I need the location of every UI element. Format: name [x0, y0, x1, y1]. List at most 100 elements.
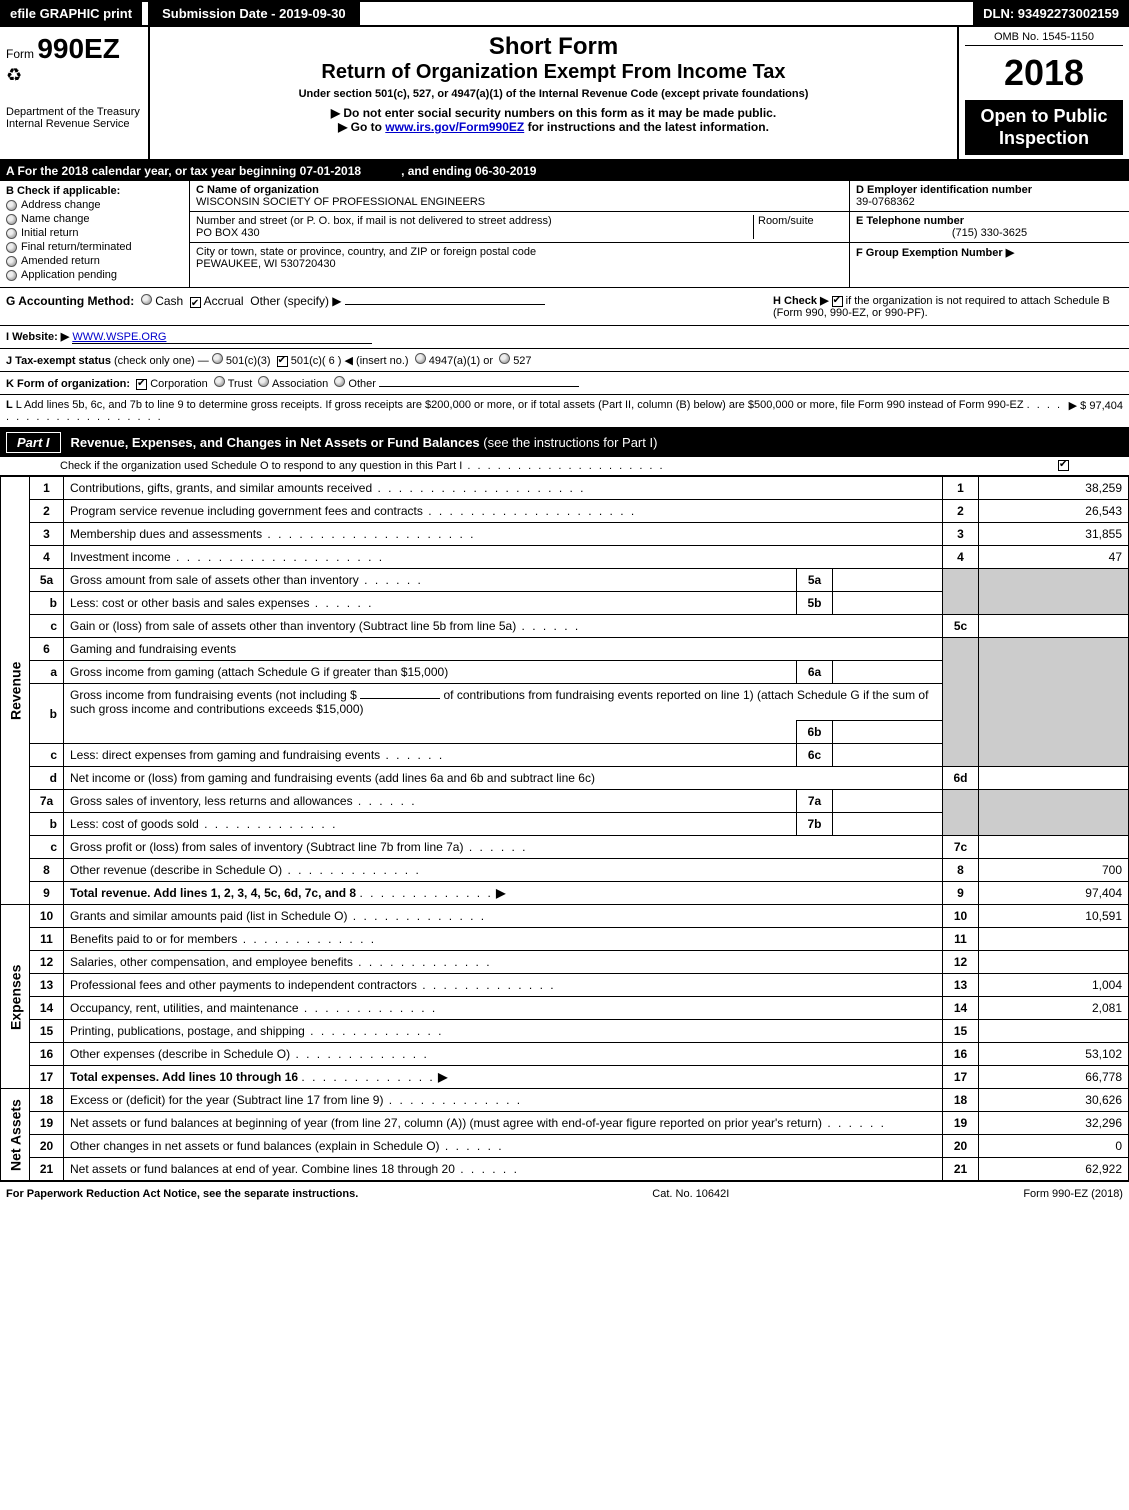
- line-19: 19 Net assets or fund balances at beginn…: [1, 1112, 1129, 1135]
- l5a-mid: 5a: [797, 569, 833, 592]
- website-link[interactable]: WWW.WSPE.ORG: [72, 331, 166, 343]
- radio-trust[interactable]: [214, 376, 225, 387]
- l14-desc: Occupancy, rent, utilities, and maintena…: [64, 997, 943, 1020]
- l3-desc: Membership dues and assessments: [64, 523, 943, 546]
- l9-num: 9: [30, 882, 64, 905]
- l20-desc: Other changes in net assets or fund bala…: [64, 1135, 943, 1158]
- radio-address-change[interactable]: [6, 200, 17, 211]
- l21-val: 62,922: [979, 1158, 1129, 1181]
- l9-desc: Total revenue. Add lines 1, 2, 3, 4, 5c,…: [70, 886, 356, 900]
- l2-rnum: 2: [943, 500, 979, 523]
- l5-shade-val: [979, 569, 1129, 615]
- submission-date: Submission Date - 2019-09-30: [148, 2, 360, 25]
- h-checkbox[interactable]: [832, 296, 843, 307]
- radio-amended-return[interactable]: [6, 256, 17, 267]
- phone-value: (715) 330-3625: [856, 227, 1123, 239]
- l9-arrow: ▶: [496, 886, 505, 900]
- l12-num: 12: [30, 951, 64, 974]
- radio-name-change[interactable]: [6, 214, 17, 225]
- section-bcdef: B Check if applicable: Address change Na…: [0, 181, 1129, 288]
- city-value: PEWAUKEE, WI 530720430: [196, 258, 843, 270]
- sidebar-expenses: Expenses: [1, 905, 30, 1089]
- tax-note: (check only one) —: [114, 355, 209, 367]
- l2-desc: Program service revenue including govern…: [64, 500, 943, 523]
- org-name-label: C Name of organization: [196, 184, 843, 196]
- l6c-desc: Less: direct expenses from gaming and fu…: [64, 744, 797, 767]
- radio-corporation[interactable]: [136, 379, 147, 390]
- l1-desc: Contributions, gifts, grants, and simila…: [64, 477, 943, 500]
- l6b-blank[interactable]: [360, 698, 440, 699]
- chk-application-pending: Application pending: [21, 269, 117, 281]
- l-row: L L Add lines 5b, 6c, and 7b to line 9 t…: [0, 395, 1129, 428]
- part1-checkbox[interactable]: [1058, 460, 1069, 471]
- l3-val: 31,855: [979, 523, 1129, 546]
- l15-rnum: 15: [943, 1020, 979, 1043]
- addr-value: PO BOX 430: [196, 227, 753, 239]
- radio-initial-return[interactable]: [6, 228, 17, 239]
- radio-4947[interactable]: [415, 353, 426, 364]
- opt-501c: 501(c)( 6 ) ◀ (insert no.): [291, 355, 409, 367]
- irs-link[interactable]: www.irs.gov/Form990EZ: [385, 120, 524, 134]
- website-label: I Website: ▶: [6, 331, 69, 343]
- l5c-rnum: 5c: [943, 615, 979, 638]
- l6c-mid: 6c: [797, 744, 833, 767]
- line-6d: d Net income or (loss) from gaming and f…: [1, 767, 1129, 790]
- l5b-midval: [833, 592, 943, 615]
- l21-rnum: 21: [943, 1158, 979, 1181]
- chk-final-return: Final return/terminated: [21, 241, 132, 253]
- line-6: 6 Gaming and fundraising events: [1, 638, 1129, 661]
- l6d-desc: Net income or (loss) from gaming and fun…: [64, 767, 943, 790]
- radio-association[interactable]: [258, 376, 269, 387]
- l7a-mid: 7a: [797, 790, 833, 813]
- radio-cash[interactable]: [141, 294, 152, 305]
- line-20: 20 Other changes in net assets or fund b…: [1, 1135, 1129, 1158]
- l6c-num: c: [30, 744, 64, 767]
- footer-left: For Paperwork Reduction Act Notice, see …: [6, 1188, 358, 1200]
- row-a-ending: , and ending 06-30-2019: [401, 164, 536, 178]
- chk-name-change: Name change: [21, 213, 90, 225]
- radio-other-org[interactable]: [334, 376, 345, 387]
- l13-num: 13: [30, 974, 64, 997]
- l7c-rnum: 7c: [943, 836, 979, 859]
- radio-501c[interactable]: [277, 356, 288, 367]
- l13-desc: Professional fees and other payments to …: [64, 974, 943, 997]
- l5a-midval: [833, 569, 943, 592]
- line-21: 21 Net assets or fund balances at end of…: [1, 1158, 1129, 1181]
- line-3: 3 Membership dues and assessments 3 31,8…: [1, 523, 1129, 546]
- l6-shade-val: [979, 638, 1129, 767]
- l18-rnum: 18: [943, 1089, 979, 1112]
- radio-501c3[interactable]: [212, 353, 223, 364]
- line-2: 2 Program service revenue including gove…: [1, 500, 1129, 523]
- l6b-num: b: [30, 684, 64, 744]
- l6d-val: [979, 767, 1129, 790]
- form-subtitle: Under section 501(c), 527, or 4947(a)(1)…: [160, 88, 947, 100]
- line-16: 16 Other expenses (describe in Schedule …: [1, 1043, 1129, 1066]
- radio-accrual[interactable]: [190, 297, 201, 308]
- l7a-midval: [833, 790, 943, 813]
- k-other-line[interactable]: [379, 386, 579, 387]
- form-number-box: Form 990EZ ♻ Department of the Treasury …: [0, 27, 150, 159]
- goto-post: for instructions and the latest informat…: [528, 120, 769, 134]
- l4-num: 4: [30, 546, 64, 569]
- l17-val: 66,778: [979, 1066, 1129, 1089]
- l5b-num: b: [30, 592, 64, 615]
- radio-final-return[interactable]: [6, 242, 17, 253]
- l8-rnum: 8: [943, 859, 979, 882]
- l20-rnum: 20: [943, 1135, 979, 1158]
- l16-val: 53,102: [979, 1043, 1129, 1066]
- g-accrual: Accrual: [204, 294, 244, 308]
- l17-desc-cell: Total expenses. Add lines 10 through 16 …: [64, 1066, 943, 1089]
- goto-pre: ▶ Go to: [338, 120, 385, 134]
- part1-check-text: Check if the organization used Schedule …: [60, 460, 665, 472]
- line-7a: 7a Gross sales of inventory, less return…: [1, 790, 1129, 813]
- l10-desc: Grants and similar amounts paid (list in…: [64, 905, 943, 928]
- l1-val: 38,259: [979, 477, 1129, 500]
- g-other-line[interactable]: [345, 304, 545, 305]
- l6a-midval: [833, 661, 943, 684]
- radio-application-pending[interactable]: [6, 270, 17, 281]
- radio-527[interactable]: [499, 353, 510, 364]
- l11-desc: Benefits paid to or for members: [64, 928, 943, 951]
- l6-desc: Gaming and fundraising events: [64, 638, 943, 661]
- header-right-box: OMB No. 1545-1150 2018 Open to Public In…: [959, 27, 1129, 159]
- l6c-midval: [833, 744, 943, 767]
